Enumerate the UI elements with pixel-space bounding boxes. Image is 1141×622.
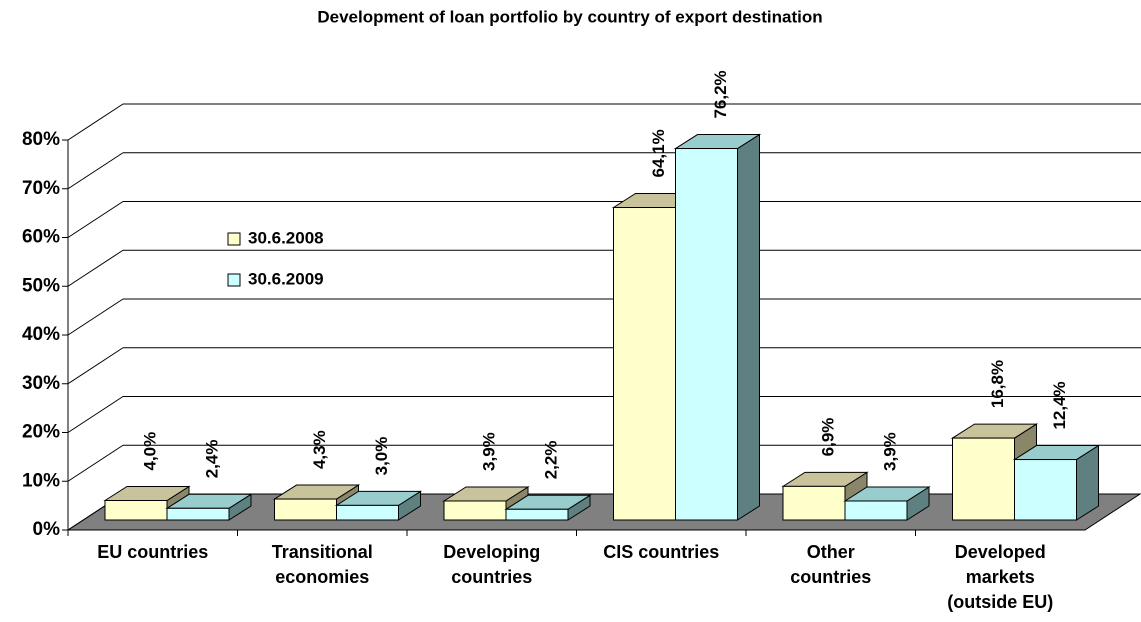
wall-grid-line <box>67 347 124 385</box>
x-tick-label: economies <box>275 567 369 587</box>
wall-grid-line <box>67 298 124 336</box>
bar <box>1012 444 1101 521</box>
value-label: 12,4% <box>1050 381 1069 429</box>
value-label: 3,9% <box>479 432 498 471</box>
wall-grid-line <box>67 444 124 482</box>
value-label: 2,2% <box>541 441 560 480</box>
bar-front <box>613 207 676 521</box>
bar-front <box>675 148 738 521</box>
bar-front <box>443 500 507 521</box>
y-tick-label: 10% <box>22 470 60 491</box>
legend-label: 30.6.2008 <box>248 228 324 247</box>
value-label: 6,9% <box>818 418 837 457</box>
bar-front <box>104 500 168 521</box>
x-tick-label: (outside EU) <box>947 592 1053 612</box>
bar-side <box>737 133 760 521</box>
bar <box>504 494 592 521</box>
x-tick-label: Developed <box>955 542 1046 562</box>
y-tick-label: 60% <box>22 227 60 248</box>
bar <box>673 133 762 521</box>
value-label: 76,2% <box>711 70 730 118</box>
wall-grid-line <box>67 396 124 433</box>
bar <box>165 493 253 521</box>
legend-swatch <box>227 232 241 246</box>
wall-grid-line <box>67 201 124 238</box>
x-tick-label: EU countries <box>97 542 208 562</box>
x-tick-label: countries <box>790 567 871 587</box>
bar-front <box>844 500 908 521</box>
wall-grid-line <box>67 152 124 190</box>
bar-front <box>782 485 846 521</box>
bar-front <box>274 498 337 521</box>
x-tick-label: Other <box>807 542 855 562</box>
y-tick-label: 30% <box>22 373 60 394</box>
y-tick-label: 20% <box>22 422 60 443</box>
wall-grid-line <box>67 249 124 287</box>
value-label: 4,0% <box>140 432 159 471</box>
bar <box>950 423 1039 521</box>
value-label: 64,1% <box>649 129 668 177</box>
x-tick-label: countries <box>451 567 532 587</box>
x-tick-label: Developing <box>443 542 540 562</box>
chart-title: Development of loan portfolio by country… <box>317 7 822 26</box>
bar-front <box>166 507 230 521</box>
legend-label: 30.6.2009 <box>248 269 324 288</box>
value-label: 3,0% <box>372 437 391 476</box>
y-tick-label: 80% <box>22 129 60 150</box>
y-tick-label: 70% <box>22 178 60 199</box>
value-label: 16,8% <box>988 360 1007 408</box>
bar-front <box>1014 459 1077 521</box>
x-tick-label: Transitional <box>272 542 373 562</box>
legend-swatch <box>227 273 241 287</box>
bar <box>843 486 931 521</box>
y-tick-label: 50% <box>22 275 60 296</box>
wall-grid-line <box>67 103 124 141</box>
value-label: 4,3% <box>310 430 329 469</box>
bar <box>334 490 423 521</box>
bar-front <box>952 437 1015 521</box>
y-tick-label: 0% <box>33 519 61 540</box>
value-label: 3,9% <box>880 432 899 471</box>
value-label: 2,4% <box>202 440 221 479</box>
x-tick-label: markets <box>966 567 1035 587</box>
y-tick-label: 40% <box>22 324 60 345</box>
x-tick-label: CIS countries <box>603 542 719 562</box>
bar-front <box>505 508 569 521</box>
bar-front <box>336 504 399 521</box>
